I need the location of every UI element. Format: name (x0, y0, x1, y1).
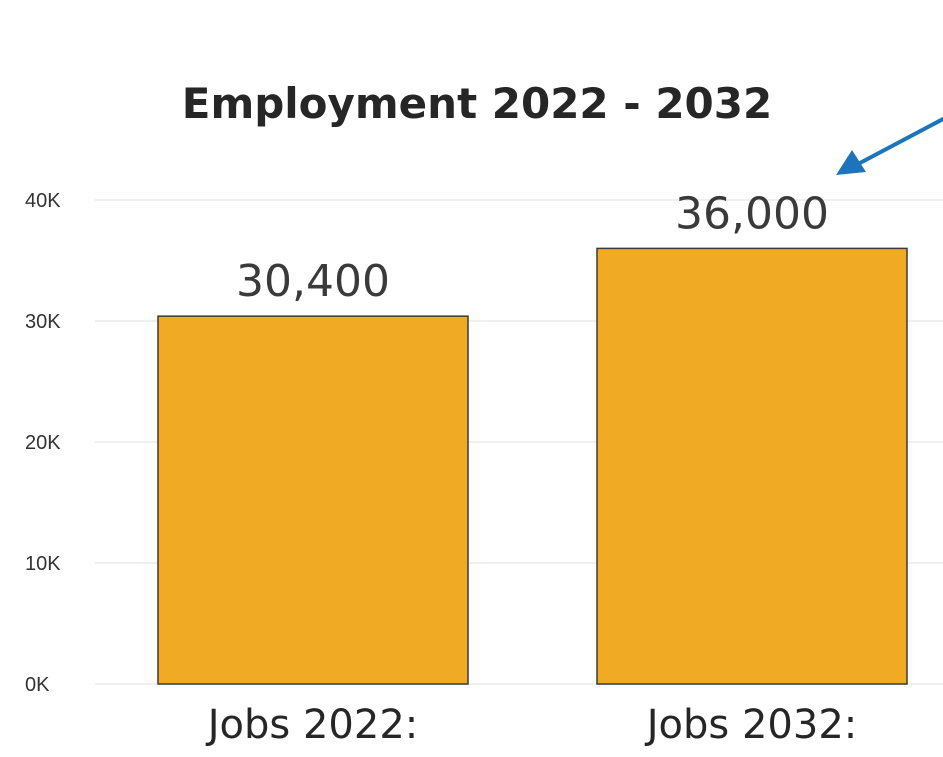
annotation-arrow (836, 116, 943, 175)
x-axis-labels: Jobs 2022: Jobs 2032: (205, 702, 858, 748)
chart-title: Employment 2022 - 2032 (182, 79, 772, 128)
bars (157, 247, 908, 685)
arrow-head-icon (836, 150, 866, 175)
y-tick-label: 0K (25, 674, 50, 696)
data-labels: 30,400 36,000 (236, 188, 829, 307)
data-label: 30,400 (236, 256, 390, 307)
y-tick-label: 30K (25, 311, 61, 333)
x-tick-label: Jobs 2022: (205, 702, 419, 748)
data-label: 36,000 (675, 188, 829, 239)
bar (596, 247, 908, 685)
y-axis-ticks: 0K 10K 20K 30K 40K (25, 190, 61, 696)
arrow-shaft (856, 116, 943, 166)
y-tick-label: 20K (25, 432, 61, 454)
bar (157, 315, 469, 685)
x-tick-label: Jobs 2032: (644, 702, 858, 748)
y-tick-label: 10K (25, 553, 61, 575)
y-tick-label: 40K (25, 190, 61, 212)
